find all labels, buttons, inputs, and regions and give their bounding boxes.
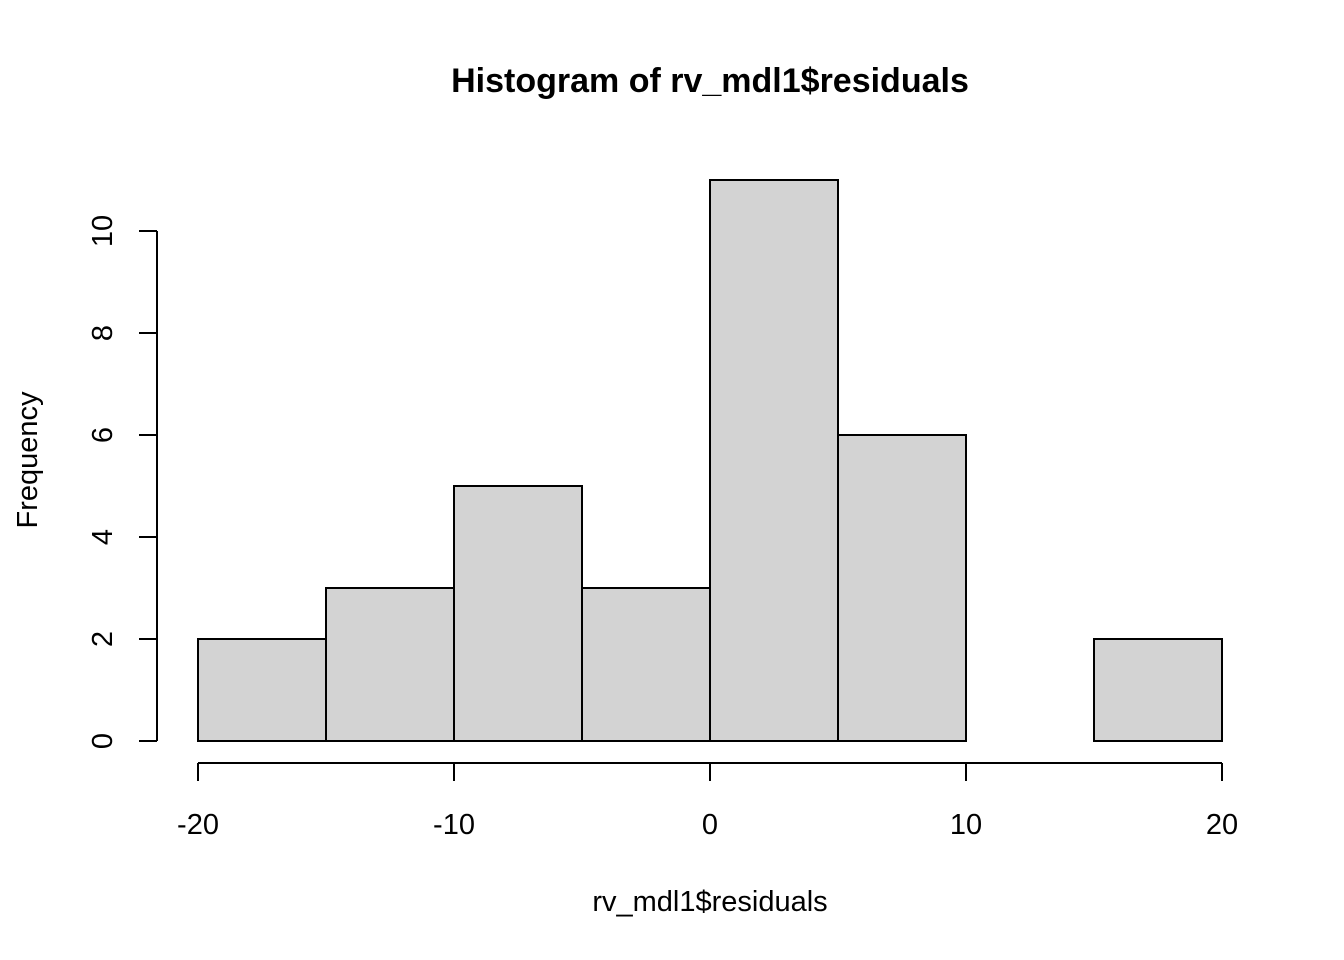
y-tick-label: 4 [87, 529, 119, 545]
y-axis: 0 2 4 6 8 10 [87, 215, 158, 749]
y-axis-label: Frequency [12, 391, 44, 529]
x-axis-label: rv_mdl1$residuals [592, 886, 827, 918]
histogram-bar [581, 587, 711, 742]
y-tick-label: 0 [87, 733, 119, 749]
x-tick-label: 20 [1206, 809, 1238, 841]
histogram-bars [197, 179, 1223, 742]
x-tick-label: -10 [433, 809, 475, 841]
histogram-bar [325, 587, 455, 742]
x-tick-label: -20 [177, 809, 219, 841]
y-tick-label: 6 [87, 427, 119, 443]
x-tick-label: 10 [950, 809, 982, 841]
chart-title: Histogram of rv_mdl1$residuals [451, 62, 969, 100]
histogram-bar [453, 485, 583, 742]
y-tick-label: 10 [87, 215, 119, 247]
histogram-bar [709, 179, 839, 742]
y-tick-label: 2 [87, 631, 119, 647]
y-tick-label: 8 [87, 325, 119, 341]
histogram-bar [837, 434, 967, 742]
x-axis: -20 -10 0 10 20 [177, 762, 1238, 841]
histogram-bar [197, 638, 327, 742]
histogram-bar [1093, 638, 1223, 742]
x-tick-label: 0 [702, 809, 718, 841]
